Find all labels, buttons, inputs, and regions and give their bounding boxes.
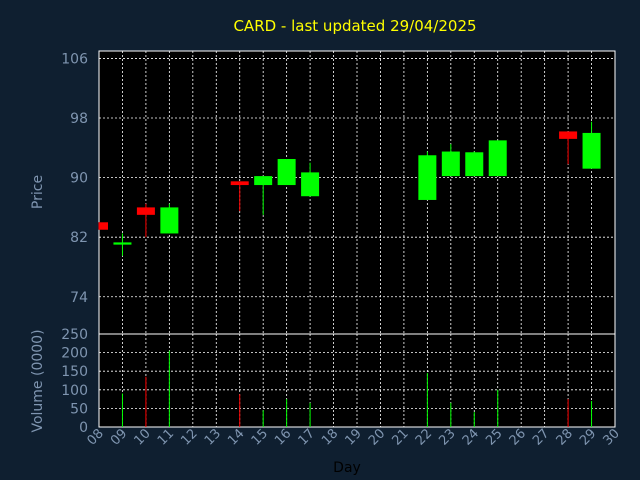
price-tick-label: 74 bbox=[70, 290, 88, 306]
candle-body bbox=[277, 158, 296, 186]
price-tick-label: 106 bbox=[61, 51, 88, 67]
candle-body bbox=[488, 140, 507, 177]
x-tick-label: 23 bbox=[436, 426, 458, 448]
x-tick-label: 22 bbox=[413, 426, 435, 448]
volume-tick-label: 100 bbox=[61, 383, 88, 399]
candles bbox=[98, 121, 601, 256]
x-tick-label: 15 bbox=[249, 426, 271, 448]
x-tick-label: 19 bbox=[343, 426, 365, 448]
volume-axis-label: Volume (0000) bbox=[30, 329, 46, 432]
x-tick-label: 16 bbox=[272, 426, 294, 448]
x-tick-label: 27 bbox=[530, 426, 552, 448]
x-tick-label: 25 bbox=[483, 426, 505, 448]
x-tick-label: 11 bbox=[155, 426, 177, 448]
volume-bars bbox=[121, 350, 593, 427]
x-tick-label: 18 bbox=[319, 426, 341, 448]
x-tick-label: 10 bbox=[131, 426, 153, 448]
volume-tick-label: 150 bbox=[61, 364, 88, 380]
x-tick-label: 30 bbox=[601, 426, 623, 448]
x-tick-labels: 08 09 10 11 12 13 14 15 16 17 18 19 20 21 22 23 24 25 26 27… bbox=[85, 426, 623, 448]
x-axis-label: Day bbox=[333, 460, 361, 476]
price-tick-label: 98 bbox=[70, 111, 88, 127]
x-tick-label: 20 bbox=[366, 426, 388, 448]
volume-tick-label: 250 bbox=[61, 327, 88, 343]
price-tick-label: 82 bbox=[70, 230, 88, 246]
candle-body bbox=[582, 132, 601, 169]
candle-body bbox=[559, 131, 578, 139]
price-axis-label: Price bbox=[30, 175, 46, 209]
x-tick-label: 17 bbox=[296, 426, 318, 448]
x-tick-label: 13 bbox=[202, 426, 224, 448]
candle-body bbox=[160, 207, 179, 234]
x-tick-label: 12 bbox=[178, 426, 200, 448]
candle-body bbox=[136, 207, 155, 215]
x-tick-label: 09 bbox=[108, 426, 130, 448]
x-tick-label: 14 bbox=[225, 426, 247, 448]
x-tick-label: 29 bbox=[577, 426, 599, 448]
chart-title: CARD - last updated 29/04/2025 bbox=[233, 17, 476, 35]
volume-tick-label: 200 bbox=[61, 346, 88, 362]
y-tick-labels: 74 82 90 98 106 0 50 100 150 200 250 bbox=[61, 51, 88, 436]
x-tick-label: 21 bbox=[389, 426, 411, 448]
x-tick-label: 28 bbox=[554, 426, 576, 448]
candle-body bbox=[99, 222, 108, 230]
candle-body bbox=[254, 176, 273, 186]
volume-tick-label: 50 bbox=[70, 401, 88, 417]
price-tick-label: 90 bbox=[70, 171, 88, 187]
x-tick-label: 24 bbox=[460, 426, 482, 448]
candle-body bbox=[465, 152, 484, 177]
candle-body bbox=[301, 172, 320, 197]
candle-body bbox=[230, 181, 249, 186]
candle-body bbox=[113, 242, 132, 245]
volume-tick-label: 0 bbox=[79, 420, 88, 436]
candle-body bbox=[418, 155, 437, 200]
candle-body bbox=[441, 151, 460, 177]
x-tick-label: 26 bbox=[507, 426, 529, 448]
